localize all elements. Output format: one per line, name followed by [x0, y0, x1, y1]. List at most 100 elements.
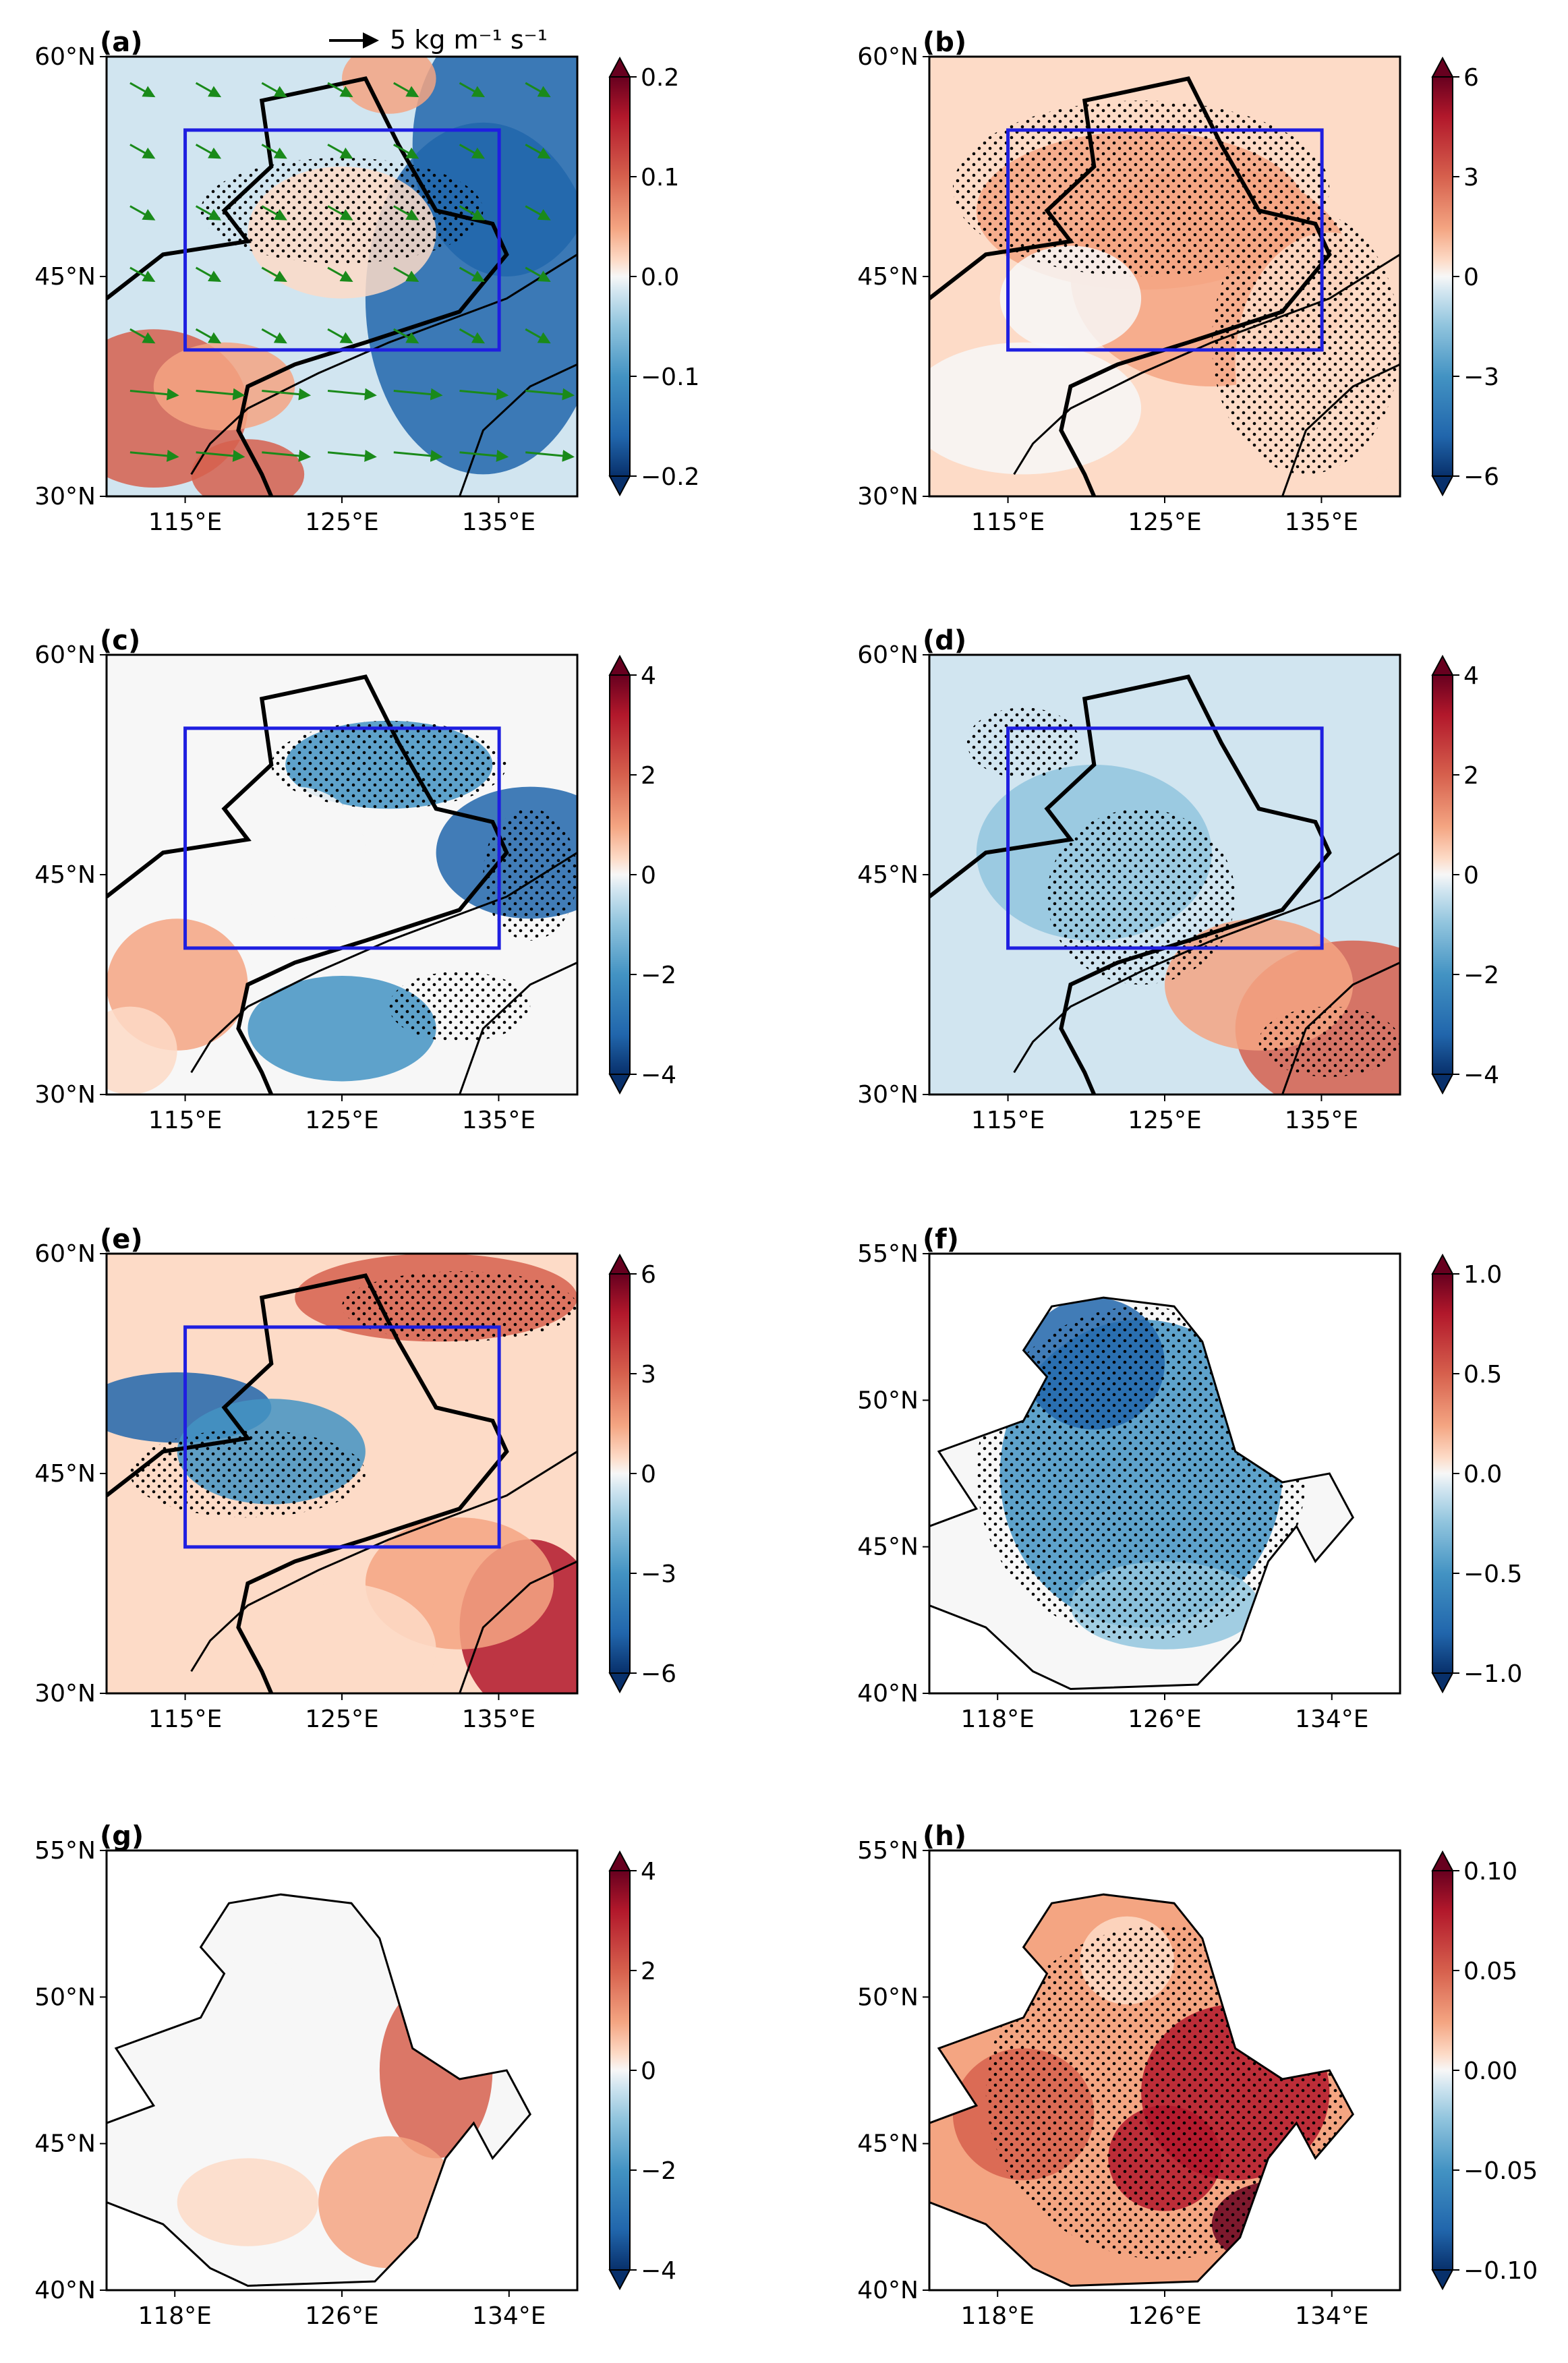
panel-label: (h) [923, 1821, 966, 1852]
coastline-korea [1281, 962, 1400, 1095]
flux-vector [195, 266, 222, 282]
lon-tick-label: 126°E [1128, 2302, 1201, 2330]
flux-vector [195, 82, 222, 98]
analysis-box [1006, 128, 1324, 352]
coastline [929, 674, 1332, 1095]
lon-tick-label: 135°E [1285, 1107, 1358, 1134]
flux-vector [525, 328, 551, 344]
country-border [1013, 254, 1400, 475]
colorbar-tick-label: 0 [641, 862, 656, 889]
significance-stipple [1047, 809, 1236, 985]
flux-vector [261, 144, 287, 159]
colorbar: 6 3 0 −3 −6 [1431, 56, 1499, 497]
colorbar-extend-min [1431, 475, 1454, 497]
flux-vector [525, 388, 575, 401]
colorbar: 6 3 0 −3 −6 [608, 1253, 676, 1694]
significance-stipple [1211, 210, 1400, 475]
significance-stipple [129, 1429, 366, 1518]
colorbar-tick-label: 0 [1463, 264, 1479, 291]
colorbar-tick-label: 1.0 [1463, 1261, 1502, 1289]
plot-area [107, 57, 577, 496]
colorbar-tick-label: 2 [641, 1958, 656, 1985]
lat-tick-label: 50°N [34, 1983, 96, 2011]
panel-label: (a) [100, 27, 143, 58]
flux-vector [195, 144, 222, 159]
panel-label: (g) [100, 1821, 144, 1852]
flux-vector [459, 388, 509, 401]
lon-tick-label: 115°E [148, 1107, 222, 1134]
colorbar: 4 2 0 −2 −4 [608, 654, 676, 1095]
flux-vector [327, 388, 377, 401]
colorbar-tick-label: −6 [1463, 463, 1499, 491]
lat-tick-label: 60°N [34, 43, 96, 71]
region-outline [107, 1893, 532, 2287]
coastline [107, 674, 509, 1095]
panel-e: (e) 30°N 45°N 60°N 115°E 125°E 135°E 6 3 0 −3 −6 [34, 1224, 676, 1733]
panel-label: (b) [923, 27, 966, 58]
colorbar-extend-min [608, 475, 631, 497]
colorbar-tick-label: −2 [641, 962, 676, 989]
lat-tick-label: 40°N [34, 2277, 96, 2304]
colorbar: 1.0 0.5 0.0 −0.5 −1.0 [1431, 1253, 1522, 1694]
colorbar-tick-label: −0.5 [1463, 1560, 1522, 1588]
flux-vector [195, 328, 222, 344]
field-blob [177, 2158, 319, 2246]
colorbar-tick-label: 3 [641, 1361, 656, 1389]
flux-vector [129, 388, 179, 401]
lat-tick-label: 45°N [857, 2130, 919, 2158]
colorbar-extend-max [608, 1850, 631, 1871]
lon-tick-label: 115°E [971, 1107, 1045, 1134]
colorbar-gradient [1432, 1273, 1453, 1674]
significance-stipple [483, 809, 577, 941]
colorbar-tick-label: −4 [1463, 1061, 1499, 1089]
panel-label: (f) [923, 1224, 959, 1255]
analysis-box [183, 1325, 501, 1549]
flux-vector [327, 328, 353, 344]
colorbar-extend-max [1431, 56, 1454, 78]
lat-tick-label: 60°N [857, 43, 919, 71]
lat-tick-label: 60°N [34, 641, 96, 669]
field-blob [929, 342, 1142, 475]
flux-vector [129, 82, 156, 98]
lat-tick-label: 30°N [34, 1081, 96, 1109]
lon-tick-label: 126°E [1128, 1705, 1201, 1733]
lon-tick-label: 126°E [305, 2302, 378, 2330]
flux-vector [129, 328, 156, 344]
significance-stipple [271, 720, 507, 809]
flux-vector [261, 266, 287, 282]
country-border [190, 254, 577, 475]
flux-vector [129, 205, 156, 221]
flux-vector [393, 328, 419, 344]
flux-vector [393, 449, 443, 462]
flux-vector [525, 144, 551, 159]
lon-tick-label: 125°E [1128, 508, 1201, 536]
lon-tick-label: 125°E [1128, 1107, 1201, 1134]
flux-vector [129, 266, 156, 282]
field-blob [248, 1583, 436, 1693]
lon-tick-label: 135°E [1285, 508, 1358, 536]
coastline-korea [459, 1560, 577, 1693]
lon-tick-label: 135°E [462, 1107, 535, 1134]
colorbar-tick-label: 0.2 [641, 64, 679, 92]
colorbar-tick-label: −2 [1463, 962, 1499, 989]
flux-vector [393, 144, 419, 159]
flux-vector [261, 205, 287, 221]
field-blob [224, 786, 366, 919]
colorbar-extend-max [608, 654, 631, 676]
flux-vector [196, 449, 245, 462]
lon-tick-label: 135°E [462, 508, 535, 536]
plot-area [929, 655, 1400, 1095]
country-border [190, 852, 577, 1074]
flux-vector [195, 205, 222, 221]
lon-tick-label: 125°E [305, 508, 378, 536]
colorbar-tick-label: 6 [1463, 64, 1479, 92]
colorbar-tick-label: 0 [1463, 862, 1479, 889]
lat-tick-label: 30°N [34, 483, 96, 510]
lon-tick-label: 118°E [960, 1705, 1034, 1733]
flux-vector [327, 144, 353, 159]
lat-tick-label: 45°N [34, 263, 96, 291]
colorbar-tick-label: 0 [641, 1461, 656, 1488]
colorbar-extend-min [608, 1074, 631, 1095]
flux-vector [459, 266, 486, 282]
